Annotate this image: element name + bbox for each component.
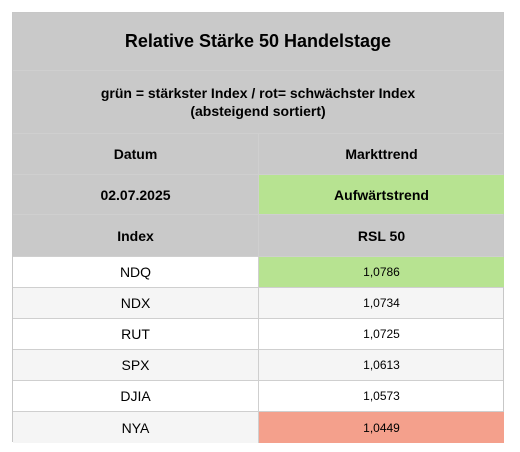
rsl-value-cell: 1,0449 [259, 412, 504, 443]
index-cell: RUT [13, 319, 259, 349]
table-row: NDQ 1,0786 [13, 257, 504, 288]
index-cell: DJIA [13, 381, 259, 411]
date-trend-header-row: Datum Markttrend [13, 134, 503, 175]
relative-strength-table: Relative Stärke 50 Handelstage grün = st… [12, 12, 504, 443]
index-rsl-header-row: Index RSL 50 [13, 215, 503, 257]
table-row: SPX 1,0613 [13, 350, 503, 381]
index-cell: NYA [13, 412, 259, 443]
table-row: DJIA 1,0573 [13, 381, 503, 412]
legend-line-1: grün = stärkster Index / rot= schwächste… [100, 85, 416, 101]
rsl-value-cell: 1,0734 [363, 296, 400, 310]
trend-value: Aufwärtstrend [259, 175, 504, 214]
rsl-value-cell: 1,0786 [259, 257, 504, 287]
legend-line-2: (absteigend sortiert) [190, 103, 326, 119]
index-cell: SPX [13, 350, 259, 380]
index-header: Index [13, 215, 259, 256]
rsl-header: RSL 50 [357, 227, 406, 244]
index-cell: NDQ [13, 257, 259, 287]
rsl-value-cell: 1,0725 [363, 327, 400, 341]
table-row: RUT 1,0725 [13, 319, 503, 350]
date-header: Datum [13, 134, 259, 174]
table-legend: grün = stärkster Index / rot= schwächste… [13, 71, 503, 133]
table-row: NDX 1,0734 [13, 288, 503, 319]
date-trend-value-row: 02.07.2025 Aufwärtstrend [13, 175, 504, 215]
rsl-value-cell: 1,0613 [363, 358, 400, 372]
index-cell: NDX [13, 288, 259, 318]
date-value: 02.07.2025 [13, 175, 259, 214]
trend-header: Markttrend [345, 146, 418, 162]
table-legend-row: grün = stärkster Index / rot= schwächste… [13, 71, 503, 134]
table-row: NYA 1,0449 [13, 412, 504, 443]
table-title-row: Relative Stärke 50 Handelstage [13, 13, 503, 71]
rsl-value-cell: 1,0573 [363, 389, 400, 403]
table-title: Relative Stärke 50 Handelstage [124, 31, 392, 51]
